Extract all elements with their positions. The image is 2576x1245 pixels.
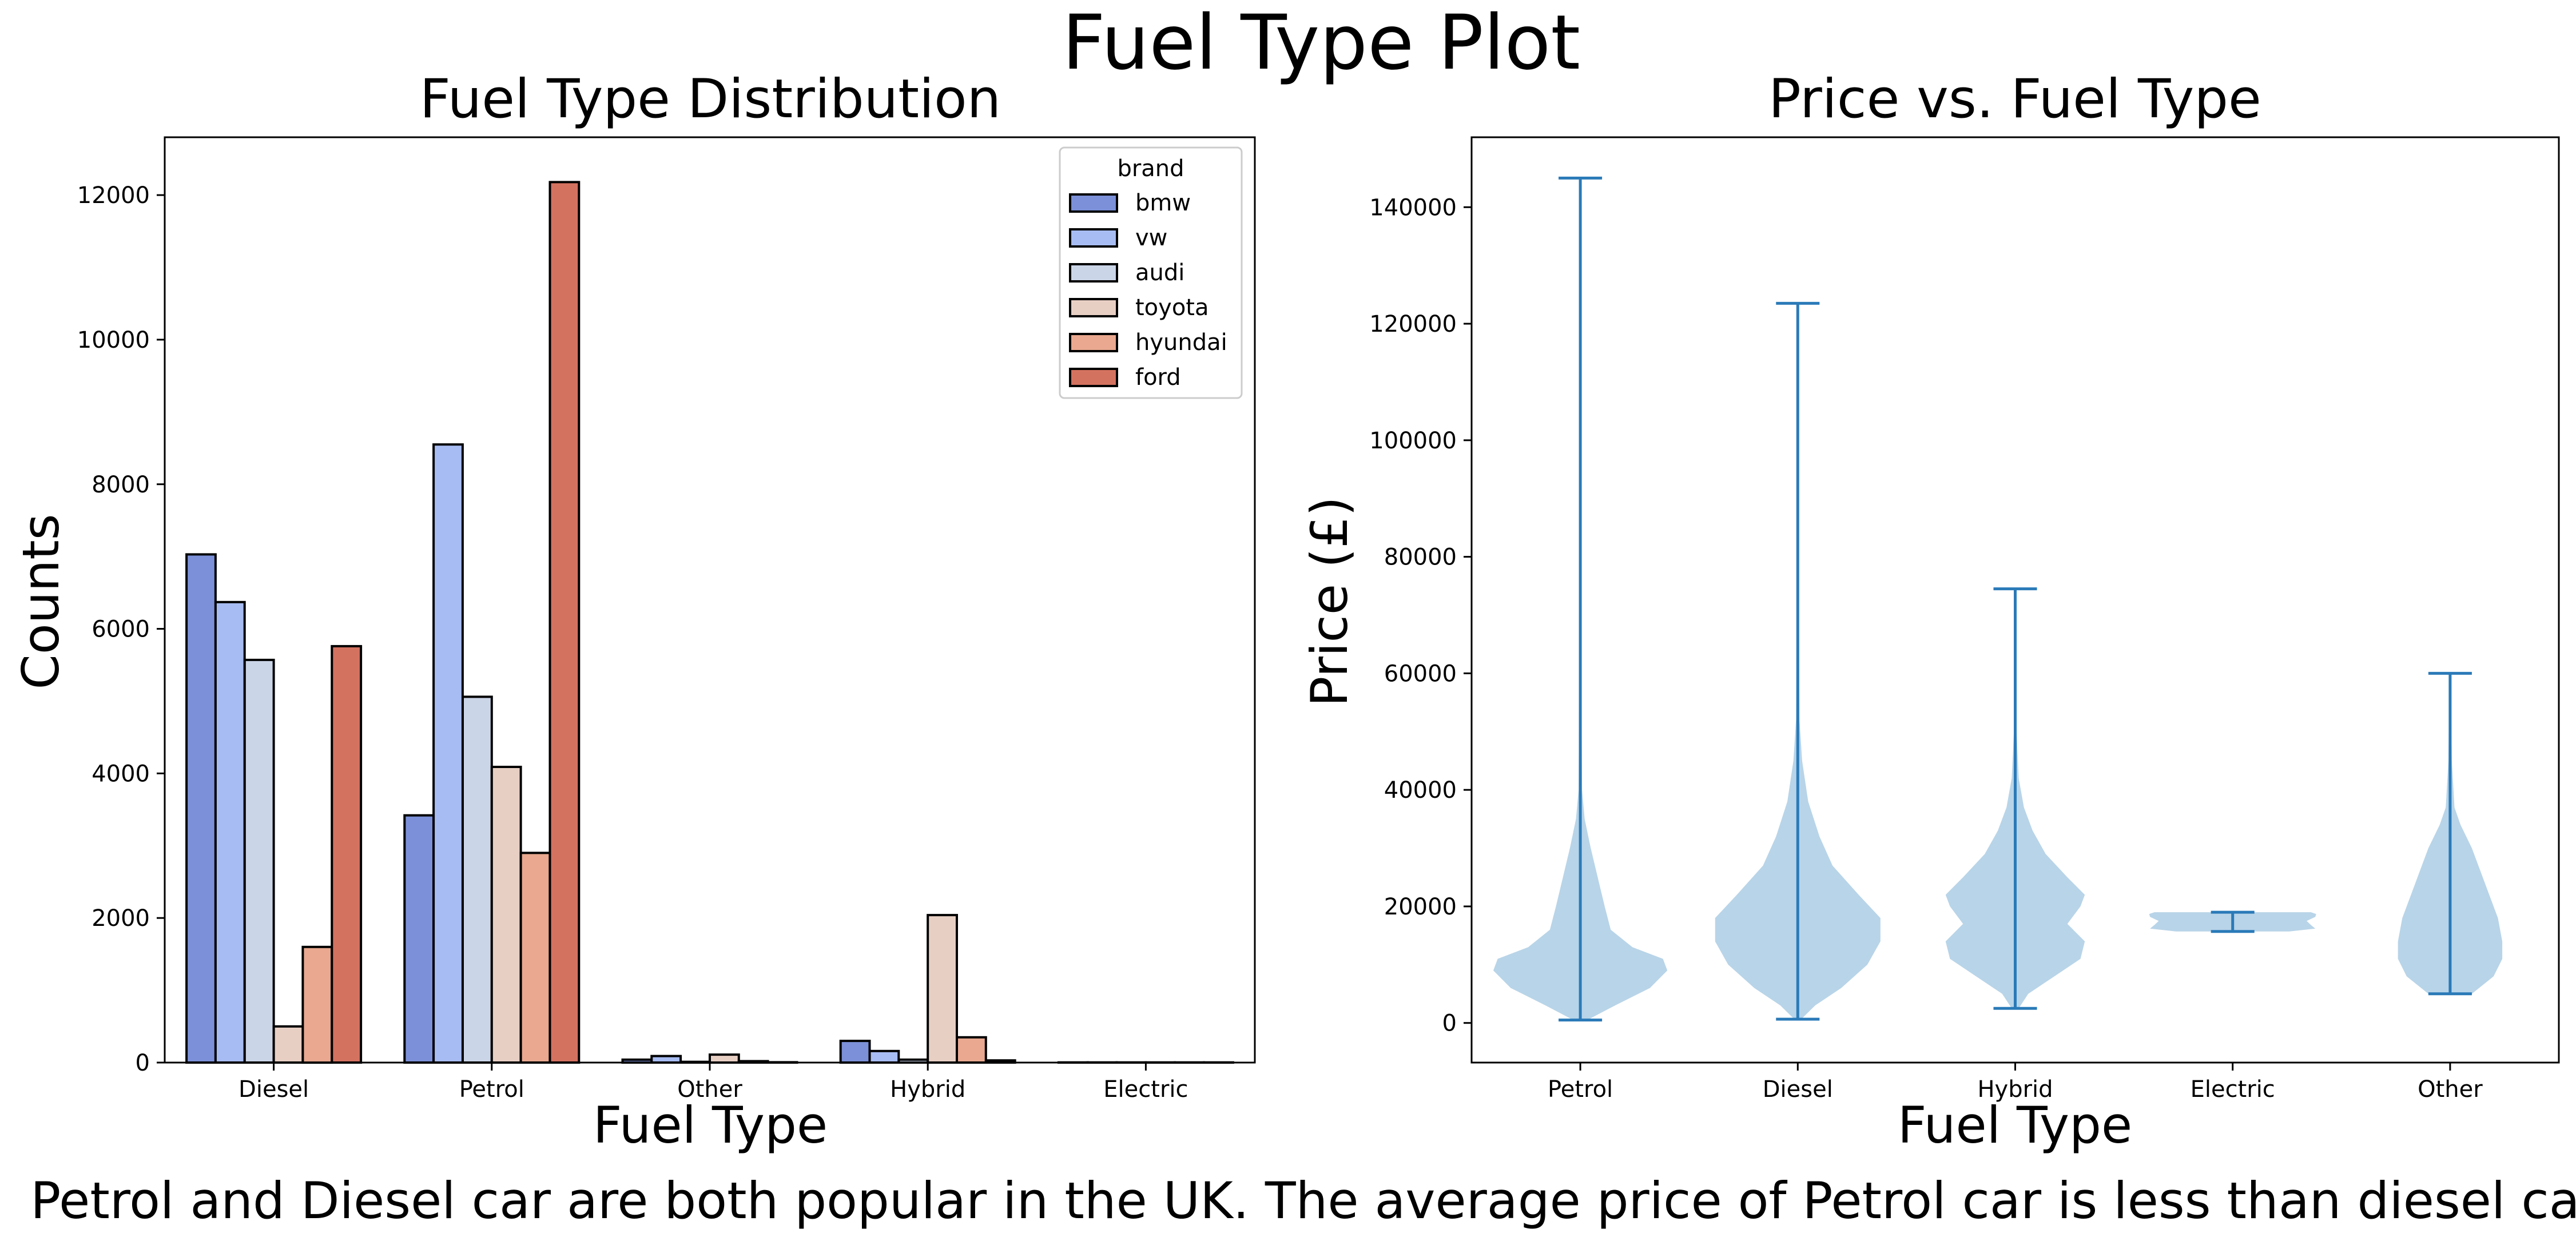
bar-toyota-hybrid <box>927 914 958 1064</box>
right-y-tick-label: 80000 <box>1384 544 1457 571</box>
right-y-tick-label: 60000 <box>1384 661 1457 687</box>
bar-toyota-diesel <box>272 1025 304 1064</box>
left-y-tick-label: 6000 <box>92 616 150 643</box>
left-legend: brand bmw vw audi toyota hyundai ford <box>1059 146 1243 399</box>
left-y-tick-label: 0 <box>136 1050 150 1076</box>
left-y-tick-label: 2000 <box>92 905 150 932</box>
left-y-tick-label: 4000 <box>92 761 150 787</box>
right-x-tick-label: Other <box>2418 1076 2483 1103</box>
legend-label-ford: ford <box>1135 364 1181 391</box>
figure-suptitle: Fuel Type Plot <box>1062 0 1580 87</box>
legend-swatch-toyota <box>1069 298 1118 317</box>
bar-ford-diesel <box>331 645 363 1064</box>
right-x-tick-label: Petrol <box>1548 1076 1613 1103</box>
bar-bmw-hybrid <box>839 1040 871 1064</box>
left-chart-title: Fuel Type Distribution <box>420 68 1001 130</box>
right-y-axis-label: Price (£) <box>1300 496 1359 706</box>
right-y-tick-label: 40000 <box>1384 777 1457 804</box>
right-y-tick-label: 0 <box>1442 1011 1457 1037</box>
right-x-tick-label: Electric <box>2191 1076 2275 1103</box>
bar-vw-petrol <box>432 443 464 1064</box>
legend-label-audi: audi <box>1135 260 1184 286</box>
left-y-tick-label: 10000 <box>77 327 150 353</box>
right-y-tick-label: 120000 <box>1369 311 1457 337</box>
legend-label-vw: vw <box>1135 225 1167 251</box>
bar-vw-other <box>650 1055 682 1064</box>
left-x-tick-label: Diesel <box>238 1076 309 1103</box>
bar-hyundai-diesel <box>301 945 333 1064</box>
bar-ford-petrol <box>548 181 581 1064</box>
legend-swatch-ford <box>1069 368 1118 387</box>
right-x-axis-label: Fuel Type <box>1898 1096 2132 1155</box>
bar-audi-diesel <box>243 658 275 1064</box>
right-y-tick-label: 100000 <box>1369 428 1457 454</box>
fuel-type-distribution-chart: Fuel Type Distribution Fuel Type Counts … <box>11 68 1256 1155</box>
right-y-tick-label: 140000 <box>1369 194 1457 221</box>
legend-swatch-vw <box>1069 228 1118 248</box>
left-x-axis-label: Fuel Type <box>593 1096 828 1155</box>
bar-bmw-petrol <box>403 814 435 1064</box>
bar-toyota-petrol <box>490 766 522 1064</box>
bar-vw-diesel <box>214 600 246 1064</box>
legend-swatch-hyundai <box>1069 333 1118 352</box>
bar-hyundai-petrol <box>519 852 551 1064</box>
legend-label-bmw: bmw <box>1135 190 1191 216</box>
bar-bmw-diesel <box>185 553 217 1064</box>
left-x-tick-label: Hybrid <box>890 1076 965 1103</box>
right-chart-title: Price vs. Fuel Type <box>1768 68 2261 130</box>
bar-hyundai-hybrid <box>956 1036 987 1064</box>
price-vs-fuel-type-chart: Price vs. Fuel Type Fuel Type Price (£) … <box>1300 68 2560 1155</box>
left-y-tick-label: 8000 <box>92 472 150 498</box>
legend-label-hyundai: hyundai <box>1135 329 1227 356</box>
bar-vw-hybrid <box>868 1049 900 1064</box>
right-x-tick-label: Diesel <box>1763 1076 1833 1103</box>
legend-label-toyota: toyota <box>1135 295 1209 321</box>
bar-audi-petrol <box>462 695 493 1064</box>
right-y-tick-label: 20000 <box>1384 894 1457 920</box>
right-x-tick-label: Hybrid <box>1977 1076 2053 1103</box>
legend-swatch-bmw <box>1069 193 1118 213</box>
legend-swatch-audi <box>1069 263 1118 283</box>
legend-title: brand <box>1117 156 1184 182</box>
left-x-tick-label: Petrol <box>459 1076 524 1103</box>
left-y-tick-label: 12000 <box>77 182 150 209</box>
bar-toyota-other <box>709 1053 740 1064</box>
left-x-tick-label: Other <box>677 1076 742 1103</box>
left-y-axis-label: Counts <box>11 514 70 689</box>
left-x-tick-label: Electric <box>1103 1076 1188 1103</box>
figure-caption: Petrol and Diesel car are both popular i… <box>30 1171 2576 1230</box>
